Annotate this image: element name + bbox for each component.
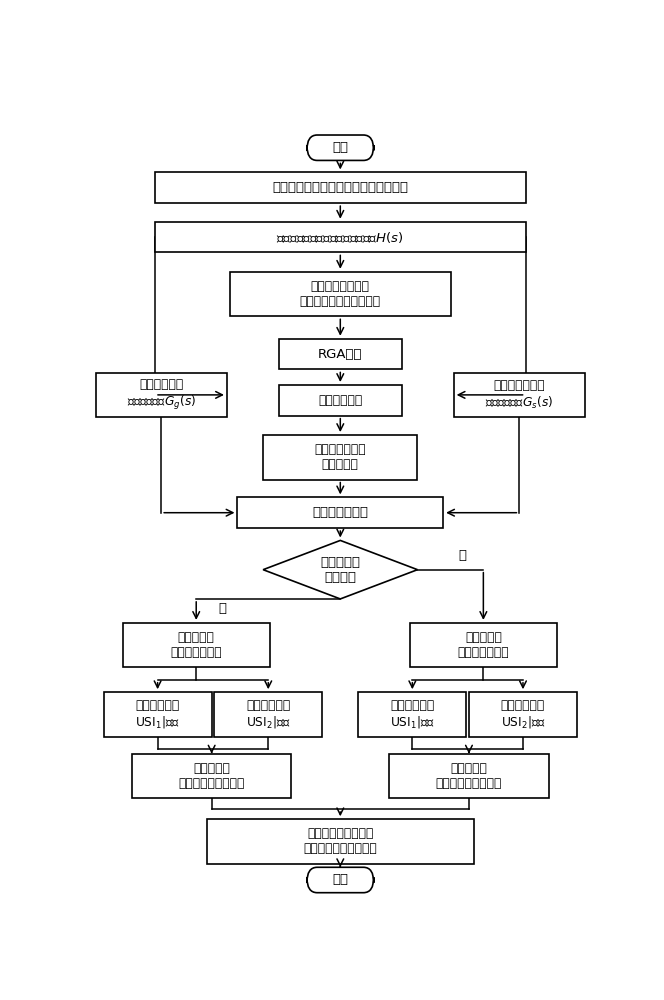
Text: 区域静态判据
$\mathrm{USI}_2|$区域: 区域静态判据 $\mathrm{USI}_2|$区域 xyxy=(501,699,545,730)
FancyBboxPatch shape xyxy=(359,692,466,737)
FancyBboxPatch shape xyxy=(307,135,374,160)
Text: 区域动态判据
$\mathrm{USI}_1|$区域: 区域动态判据 $\mathrm{USI}_1|$区域 xyxy=(390,699,435,730)
FancyBboxPatch shape xyxy=(279,385,402,416)
Text: 是: 是 xyxy=(459,549,467,562)
FancyBboxPatch shape xyxy=(469,692,577,737)
Text: 对区域进行
安全稳定性分析: 对区域进行 安全稳定性分析 xyxy=(457,631,509,659)
FancyBboxPatch shape xyxy=(307,867,374,893)
Text: RGA理论: RGA理论 xyxy=(318,348,363,361)
Text: 场站间存在
强交互？: 场站间存在 强交互？ xyxy=(320,556,361,584)
Text: 形成区域的
统一性稳定判据矩阵: 形成区域的 统一性稳定判据矩阵 xyxy=(436,762,502,790)
FancyBboxPatch shape xyxy=(263,435,418,480)
Text: 新能源电源的
传递函数矩阵$G_g(s)$: 新能源电源的 传递函数矩阵$G_g(s)$ xyxy=(127,378,196,412)
Text: 评估电源场站间
的交互作用: 评估电源场站间 的交互作用 xyxy=(315,443,366,471)
Text: 场站静态判据
$\mathrm{USI}_2|$场站: 场站静态判据 $\mathrm{USI}_2|$场站 xyxy=(246,699,291,730)
Text: 其余电力系统的
传递函数矩阵$G_s(s)$: 其余电力系统的 传递函数矩阵$G_s(s)$ xyxy=(485,379,554,411)
Text: 相对增益矩阵: 相对增益矩阵 xyxy=(318,394,363,407)
Text: 场站动态判据
$\mathrm{USI}_1|$场站: 场站动态判据 $\mathrm{USI}_1|$场站 xyxy=(135,699,180,730)
FancyBboxPatch shape xyxy=(104,692,212,737)
FancyBboxPatch shape xyxy=(96,373,227,417)
FancyBboxPatch shape xyxy=(238,497,444,528)
FancyBboxPatch shape xyxy=(454,373,585,417)
FancyBboxPatch shape xyxy=(207,819,474,864)
Polygon shape xyxy=(263,540,418,599)
FancyBboxPatch shape xyxy=(155,222,526,252)
Text: 计算电力电子电源
场站出口处等效短路阻抗: 计算电力电子电源 场站出口处等效短路阻抗 xyxy=(299,280,381,308)
FancyBboxPatch shape xyxy=(389,754,548,798)
FancyBboxPatch shape xyxy=(410,623,556,667)
Text: 形成场站的
统一性稳定判据矩阵: 形成场站的 统一性稳定判据矩阵 xyxy=(179,762,245,790)
FancyBboxPatch shape xyxy=(123,623,270,667)
Text: 对场站进行
安全稳定性分析: 对场站进行 安全稳定性分析 xyxy=(171,631,222,659)
FancyBboxPatch shape xyxy=(279,339,402,369)
FancyBboxPatch shape xyxy=(132,754,291,798)
Text: 评估高比例电力电子
电力系统的安全稳定性: 评估高比例电力电子 电力系统的安全稳定性 xyxy=(303,827,377,855)
FancyBboxPatch shape xyxy=(155,172,526,203)
Text: 否: 否 xyxy=(218,602,226,615)
Text: 计算电力系统的闭环传递函数矩阵$H(s)$: 计算电力系统的闭环传递函数矩阵$H(s)$ xyxy=(276,230,404,245)
FancyBboxPatch shape xyxy=(214,692,322,737)
FancyBboxPatch shape xyxy=(230,272,451,316)
Text: 统一性稳定判据: 统一性稳定判据 xyxy=(312,506,369,519)
Text: 建立或辨识电力系统的线性化状态方程: 建立或辨识电力系统的线性化状态方程 xyxy=(272,181,408,194)
Text: 结束: 结束 xyxy=(332,873,349,886)
Text: 开始: 开始 xyxy=(332,141,349,154)
